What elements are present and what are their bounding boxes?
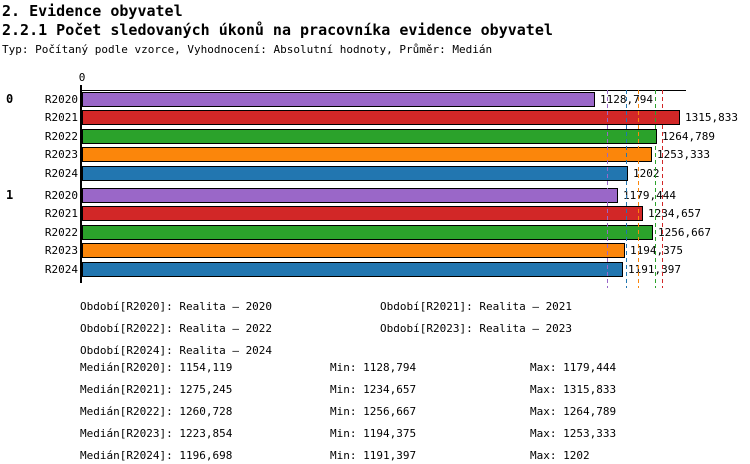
median-line-R2020 xyxy=(607,90,608,288)
bar-row-label-R2021: R2021 xyxy=(44,207,78,220)
bar-row-label-R2023: R2023 xyxy=(44,244,78,257)
bar-row-label-R2020: R2020 xyxy=(44,189,78,202)
bar-1-R2023 xyxy=(82,243,625,258)
bar-1-R2020 xyxy=(82,188,618,203)
stat-max-R2020: Max: 1179,444 xyxy=(530,361,617,374)
bar-row-label-R2020: R2020 xyxy=(44,93,78,106)
stat-max-R2022: Max: 1264,789 xyxy=(530,405,617,418)
legend-period-R2022: Období[R2022]: Realita – 2022 xyxy=(80,322,273,335)
bar-value-label: 1202 xyxy=(633,167,660,180)
axis-zero-tick-label: 0 xyxy=(78,71,86,84)
chart-meta-line: Typ: Počítaný podle vzorce, Vyhodnocení:… xyxy=(2,43,493,56)
bar-1-R2022 xyxy=(82,225,653,240)
stat-median-R2021: Medián[R2021]: 1275,245 xyxy=(80,383,233,396)
stat-median-R2020: Medián[R2020]: 1154,119 xyxy=(80,361,233,374)
stat-median-R2023: Medián[R2023]: 1223,854 xyxy=(80,427,233,440)
legend-period-R2024: Období[R2024]: Realita – 2024 xyxy=(80,344,273,357)
bar-value-label: 1315,833 xyxy=(685,111,738,124)
bar-1-R2024 xyxy=(82,262,623,277)
group-label-1: 1 xyxy=(6,188,14,202)
section-title: 2.2.1 Počet sledovaných úkonů na pracovn… xyxy=(2,21,553,39)
bar-0-R2024 xyxy=(82,166,628,181)
bar-value-label: 1264,789 xyxy=(662,130,715,143)
bar-row-label-R2024: R2024 xyxy=(44,263,78,276)
bar-value-label: 1191,397 xyxy=(628,262,681,277)
median-line-R2024 xyxy=(626,90,627,288)
bar-value-label: 1253,333 xyxy=(657,148,710,161)
stat-min-R2024: Min: 1191,397 xyxy=(330,449,417,462)
y-axis-line xyxy=(80,85,82,283)
report-title: 2. Evidence obyvatel xyxy=(2,2,183,20)
bar-0-R2022 xyxy=(82,129,657,144)
stat-min-R2020: Min: 1128,794 xyxy=(330,361,417,374)
bar-row-label-R2022: R2022 xyxy=(44,130,78,143)
x-axis-top-line xyxy=(80,90,686,91)
legend-period-R2020: Období[R2020]: Realita – 2020 xyxy=(80,300,273,313)
group-label-0: 0 xyxy=(6,92,14,106)
stat-max-R2024: Max: 1202 xyxy=(530,449,590,462)
median-line-R2023 xyxy=(638,90,639,288)
stat-min-R2021: Min: 1234,657 xyxy=(330,383,417,396)
bar-value-label: 1256,667 xyxy=(658,226,711,239)
legend-period-R2023: Období[R2023]: Realita – 2023 xyxy=(380,322,573,335)
stat-median-R2022: Medián[R2022]: 1260,728 xyxy=(80,405,233,418)
median-line-R2022 xyxy=(655,90,656,288)
stat-median-R2024: Medián[R2024]: 1196,698 xyxy=(80,449,233,462)
bar-0-R2023 xyxy=(82,147,652,162)
bar-0-R2021 xyxy=(82,110,680,125)
stat-max-R2021: Max: 1315,833 xyxy=(530,383,617,396)
bar-row-label-R2022: R2022 xyxy=(44,226,78,239)
stat-min-R2023: Min: 1194,375 xyxy=(330,427,417,440)
bar-row-label-R2021: R2021 xyxy=(44,111,78,124)
median-line-R2021 xyxy=(662,90,663,288)
bar-value-label: 1234,657 xyxy=(648,207,701,220)
bar-1-R2021 xyxy=(82,206,643,221)
bar-row-label-R2024: R2024 xyxy=(44,167,78,180)
bar-row-label-R2023: R2023 xyxy=(44,148,78,161)
bar-value-label: 1194,375 xyxy=(630,244,683,257)
bar-0-R2020 xyxy=(82,92,595,107)
stat-max-R2023: Max: 1253,333 xyxy=(530,427,617,440)
bar-value-label: 1179,444 xyxy=(623,189,676,202)
legend-period-R2021: Období[R2021]: Realita – 2021 xyxy=(380,300,573,313)
stat-min-R2022: Min: 1256,667 xyxy=(330,405,417,418)
